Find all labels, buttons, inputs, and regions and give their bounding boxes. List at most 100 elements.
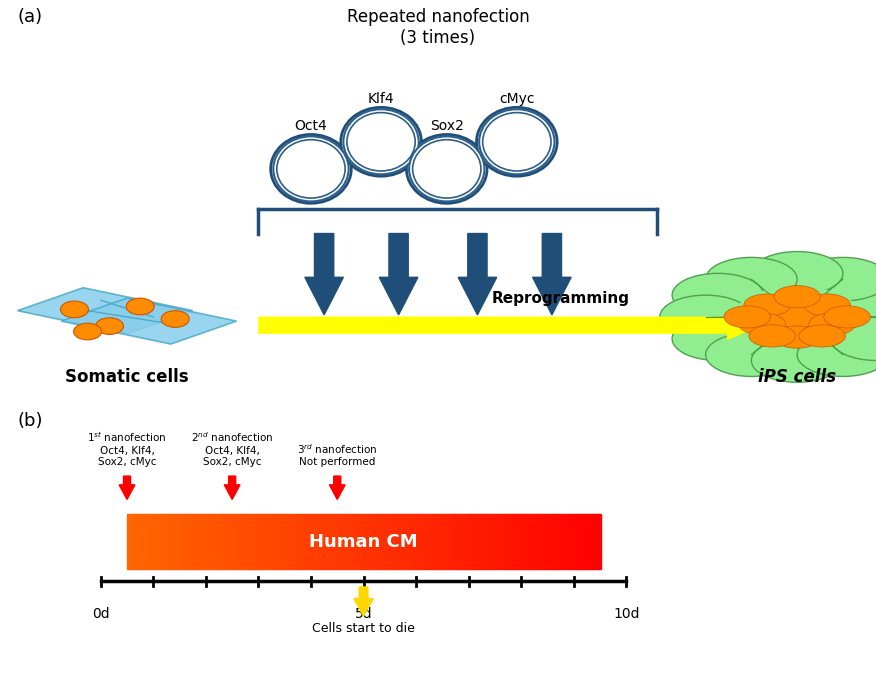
Bar — [442, 514, 447, 569]
Bar — [230, 514, 235, 569]
Text: 5d: 5d — [355, 607, 372, 621]
Bar — [392, 514, 396, 569]
Circle shape — [830, 317, 876, 361]
Bar — [154, 514, 159, 569]
Bar — [300, 514, 305, 569]
Bar — [427, 514, 431, 569]
Text: Sox2: Sox2 — [430, 119, 463, 133]
Circle shape — [774, 286, 821, 308]
Text: iPS cells: iPS cells — [758, 368, 837, 386]
Text: (b): (b) — [18, 412, 43, 430]
Bar — [226, 514, 230, 569]
Circle shape — [830, 273, 876, 317]
Bar — [580, 514, 585, 569]
Bar — [387, 514, 392, 569]
Bar — [280, 514, 286, 569]
Bar — [265, 514, 270, 569]
Bar — [151, 514, 156, 569]
Bar — [308, 514, 314, 569]
Text: Oct4: Oct4 — [294, 119, 328, 133]
Bar — [466, 514, 471, 569]
Circle shape — [724, 306, 771, 328]
Bar — [131, 514, 136, 569]
Bar — [222, 514, 226, 569]
Bar — [596, 514, 601, 569]
Ellipse shape — [413, 140, 481, 198]
FancyArrow shape — [305, 234, 343, 315]
Bar — [269, 514, 273, 569]
Bar — [174, 514, 180, 569]
Text: 1$^{st}$ nanofection
Oct4, Klf4,
Sox2, cMyc: 1$^{st}$ nanofection Oct4, Klf4, Sox2, c… — [88, 430, 166, 467]
Text: Somatic cells: Somatic cells — [65, 368, 189, 386]
Circle shape — [774, 306, 821, 328]
Bar — [419, 514, 424, 569]
Text: 0d: 0d — [92, 607, 110, 621]
Ellipse shape — [273, 136, 349, 202]
FancyArrow shape — [119, 476, 135, 500]
Bar — [351, 514, 357, 569]
Circle shape — [797, 333, 876, 377]
Bar — [431, 514, 435, 569]
Text: Klf4: Klf4 — [368, 92, 394, 106]
Bar — [485, 514, 491, 569]
Bar — [548, 514, 554, 569]
Bar — [293, 514, 297, 569]
Bar — [210, 514, 215, 569]
Circle shape — [752, 252, 843, 295]
Bar — [537, 514, 541, 569]
Bar — [233, 514, 238, 569]
Bar — [218, 514, 223, 569]
Text: (a): (a) — [18, 8, 43, 26]
Bar — [541, 514, 546, 569]
Bar — [439, 514, 443, 569]
Bar — [273, 514, 278, 569]
Bar — [336, 514, 341, 569]
FancyArrow shape — [533, 234, 571, 315]
Bar — [163, 514, 167, 569]
Bar — [450, 514, 456, 569]
Bar — [399, 514, 404, 569]
Bar — [139, 514, 144, 569]
Bar — [237, 514, 242, 569]
Bar — [296, 514, 301, 569]
Ellipse shape — [341, 107, 421, 176]
Bar — [478, 514, 483, 569]
Bar — [143, 514, 148, 569]
Bar — [384, 514, 388, 569]
FancyArrow shape — [224, 476, 240, 500]
Bar — [166, 514, 172, 569]
Bar — [190, 514, 194, 569]
Circle shape — [843, 295, 876, 338]
Ellipse shape — [161, 311, 189, 327]
Ellipse shape — [95, 318, 124, 334]
Circle shape — [823, 306, 871, 328]
Bar — [379, 514, 384, 569]
Bar — [147, 514, 152, 569]
Bar — [288, 514, 293, 569]
Bar — [135, 514, 140, 569]
Bar — [159, 514, 164, 569]
Bar — [490, 514, 494, 569]
Bar — [406, 514, 412, 569]
Bar — [584, 514, 589, 569]
Bar — [194, 514, 199, 569]
Circle shape — [672, 317, 764, 361]
Circle shape — [706, 333, 797, 377]
Bar — [501, 514, 506, 569]
Bar — [526, 514, 530, 569]
Bar — [517, 514, 522, 569]
Bar — [557, 514, 562, 569]
Text: Reprogramming: Reprogramming — [491, 291, 630, 306]
Ellipse shape — [477, 107, 557, 176]
Circle shape — [799, 325, 845, 347]
Bar — [348, 514, 352, 569]
Bar — [411, 514, 416, 569]
Bar — [474, 514, 478, 569]
Bar — [573, 514, 577, 569]
Bar — [364, 514, 368, 569]
Bar — [565, 514, 569, 569]
Bar — [179, 514, 183, 569]
Bar — [206, 514, 211, 569]
Bar — [186, 514, 191, 569]
Ellipse shape — [277, 140, 345, 198]
